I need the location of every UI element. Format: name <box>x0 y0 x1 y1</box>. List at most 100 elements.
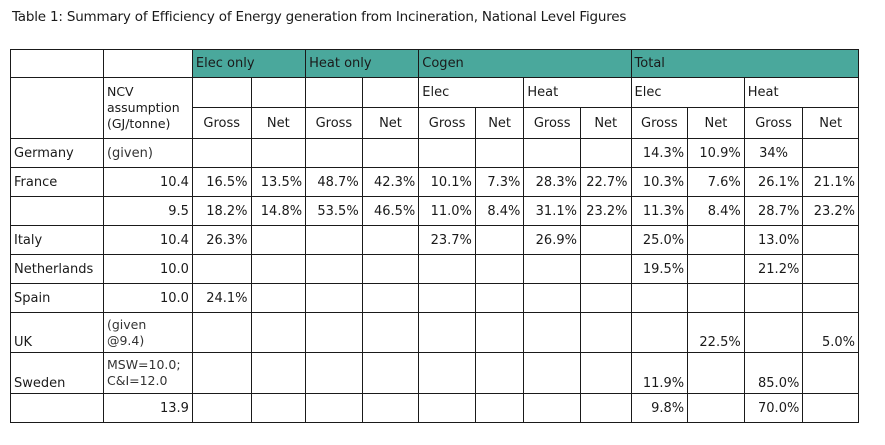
value-cell: 28.3% <box>523 167 581 197</box>
ncv-cell: 10.4 <box>102 225 193 255</box>
value-cell <box>687 225 745 255</box>
group-heat-only: Heat only <box>305 49 420 78</box>
value-cell: 18.2% <box>191 196 252 226</box>
value-cell <box>474 283 525 313</box>
table-row: Sweden MSW=10.0; C&I=12.0 11.9% 85.0% <box>10 352 859 394</box>
header-row-groups: Elec only Heat only Cogen Total <box>10 49 860 78</box>
value-cell <box>191 138 252 168</box>
value-cell <box>361 254 420 284</box>
gross-header: Gross <box>630 107 689 139</box>
value-cell: 14.8% <box>250 196 307 226</box>
value-cell: 48.7% <box>305 167 363 197</box>
value-cell <box>250 225 307 255</box>
value-cell: 19.5% <box>630 254 689 284</box>
country-cell: UK <box>10 312 104 353</box>
value-cell <box>523 138 581 168</box>
value-cell: 53.5% <box>305 196 363 226</box>
value-cell: 24.1% <box>191 283 252 313</box>
ncv-cell: (given @9.4) <box>102 312 193 353</box>
country-cell: Netherlands <box>10 254 104 284</box>
value-cell: 85.0% <box>743 352 804 394</box>
empty-cell <box>305 77 363 108</box>
value-cell <box>630 283 689 313</box>
table-row: 9.5 18.2% 14.8% 53.5% 46.5% 11.0% 8.4% 3… <box>10 196 859 226</box>
value-cell <box>523 283 581 313</box>
country-cell: Germany <box>10 138 104 168</box>
table-row: France 10.4 16.5% 13.5% 48.7% 42.3% 10.1… <box>10 167 859 197</box>
total-elec-header: Elec <box>630 77 745 108</box>
header-row-sub: NCV assumption (GJ/tonne) Elec Heat Elec… <box>10 77 860 139</box>
value-cell: 11.3% <box>630 196 689 226</box>
ncv-label: assumption <box>106 100 180 115</box>
empty-cell <box>10 77 104 139</box>
value-cell <box>687 352 745 394</box>
value-cell <box>250 393 307 423</box>
value-cell <box>802 138 859 168</box>
value-cell <box>579 312 632 353</box>
value-cell <box>361 138 420 168</box>
value-cell <box>361 352 420 394</box>
net-header: Net <box>250 107 307 139</box>
value-cell <box>191 254 252 284</box>
net-header: Net <box>474 107 525 139</box>
value-cell: 31.1% <box>523 196 581 226</box>
value-cell: 23.2% <box>579 196 632 226</box>
group-elec-only: Elec only <box>191 49 307 78</box>
value-cell <box>474 225 525 255</box>
value-cell <box>191 312 252 353</box>
value-cell <box>579 225 632 255</box>
value-cell: 28.7% <box>743 196 804 226</box>
value-cell <box>523 312 581 353</box>
value-cell <box>802 254 859 284</box>
value-cell <box>687 393 745 423</box>
value-cell: 23.2% <box>802 196 859 226</box>
ncv-cell: 10.4 <box>102 167 193 197</box>
value-cell <box>579 138 632 168</box>
value-cell: 21.2% <box>743 254 804 284</box>
value-cell <box>361 393 420 423</box>
ncv-cell: 10.0 <box>102 254 193 284</box>
value-cell <box>579 283 632 313</box>
value-cell: 7.6% <box>687 167 745 197</box>
cogen-heat-header: Heat <box>523 77 632 108</box>
value-cell: 10.3% <box>630 167 689 197</box>
ncv-line: C&I=12.0 <box>106 373 168 388</box>
gross-header: Gross <box>523 107 581 139</box>
table-row: Spain 10.0 24.1% <box>10 283 859 313</box>
value-cell: 13.0% <box>743 225 804 255</box>
value-cell <box>305 283 363 313</box>
value-cell: 46.5% <box>361 196 420 226</box>
value-cell: 26.3% <box>191 225 252 255</box>
gross-header: Gross <box>418 107 476 139</box>
value-cell <box>474 393 525 423</box>
value-cell <box>418 393 476 423</box>
table-row: UK (given @9.4) 22.5% 5.0% <box>10 312 859 353</box>
value-cell <box>305 352 363 394</box>
net-header: Net <box>361 107 420 139</box>
header-row-gross-net: Gross Net Gross Net Gross Net Gross Net … <box>11 107 859 139</box>
value-cell <box>361 225 420 255</box>
efficiency-table: Elec only Heat only Cogen Total NCV assu… <box>10 49 860 423</box>
value-cell <box>305 138 363 168</box>
net-header: Net <box>687 107 745 139</box>
ncv-cell: (given) <box>102 138 193 168</box>
cogen-elec-header: Elec <box>418 77 525 108</box>
net-header: Net <box>579 107 632 139</box>
ncv-line: @9.4) <box>106 332 145 348</box>
net-header: Net <box>802 107 859 139</box>
value-cell: 5.0% <box>802 312 859 353</box>
value-cell <box>474 352 525 394</box>
table-row: Italy 10.4 26.3% 23.7% 26.9% 25.0% 13.0% <box>10 225 859 255</box>
value-cell <box>523 254 581 284</box>
country-cell <box>10 393 104 423</box>
value-cell <box>250 352 307 394</box>
value-cell <box>418 352 476 394</box>
value-cell: 10.1% <box>418 167 476 197</box>
value-cell <box>250 138 307 168</box>
value-cell <box>579 393 632 423</box>
country-cell: Italy <box>10 225 104 255</box>
value-cell: 22.5% <box>687 312 745 353</box>
gross-header: Gross <box>191 107 252 139</box>
country-cell <box>10 196 104 226</box>
value-cell <box>802 352 859 394</box>
